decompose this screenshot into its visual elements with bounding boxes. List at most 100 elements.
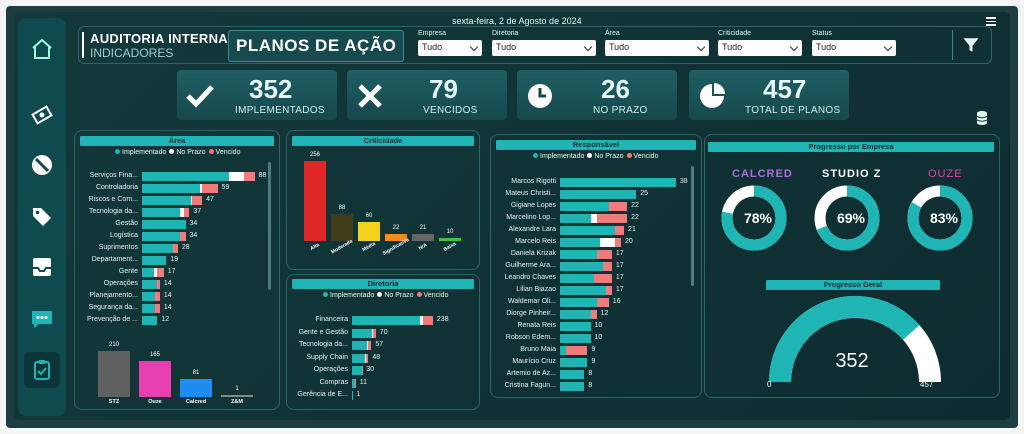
responsavel-bar-venc[interactable] xyxy=(590,310,597,319)
area-bar-impl[interactable] xyxy=(142,256,167,265)
menu-icon[interactable] xyxy=(986,17,996,26)
responsavel-bar-prazo[interactable] xyxy=(590,214,597,223)
responsavel-bar-impl[interactable] xyxy=(560,310,591,319)
criticidade-bar[interactable] xyxy=(331,213,353,241)
criticidade-bar[interactable] xyxy=(304,161,326,241)
filter-icon[interactable] xyxy=(952,30,988,60)
responsavel-bar-venc[interactable] xyxy=(614,226,625,235)
area-bar-impl[interactable] xyxy=(142,304,155,313)
responsavel-bar-impl[interactable] xyxy=(560,250,597,259)
area-bar-impl[interactable] xyxy=(142,316,158,325)
diretoria-bar-venc[interactable] xyxy=(373,328,376,338)
empresa-bar[interactable] xyxy=(221,395,253,397)
diretoria-bar-prazo[interactable] xyxy=(372,328,374,338)
filter-status[interactable]: Status Tudo xyxy=(812,30,896,56)
criticidade-bar[interactable] xyxy=(439,237,461,241)
responsavel-bar-impl[interactable] xyxy=(560,262,603,271)
area-bar-impl[interactable] xyxy=(142,184,200,193)
filter-criticidade[interactable]: Criticidade Tudo xyxy=(718,30,802,56)
responsavel-bar-venc[interactable] xyxy=(608,202,628,211)
area-bar-impl[interactable] xyxy=(142,196,191,205)
responsavel-bar-prazo[interactable] xyxy=(599,238,615,247)
area-bar-impl[interactable] xyxy=(142,244,173,253)
empresa-bar[interactable] xyxy=(139,360,171,397)
money-transfer-icon[interactable] xyxy=(28,102,56,128)
area-bar-impl[interactable] xyxy=(142,292,155,301)
empresa-bar[interactable] xyxy=(180,379,212,397)
diretoria-bar-prazo[interactable] xyxy=(367,341,368,350)
criticidade-bar[interactable] xyxy=(412,234,434,241)
responsavel-bar-venc[interactable] xyxy=(605,286,612,295)
area-bar-impl[interactable] xyxy=(142,220,186,229)
responsavel-bar-impl[interactable] xyxy=(560,226,615,235)
responsavel-bar-impl[interactable] xyxy=(560,370,585,379)
diretoria-bar-impl[interactable] xyxy=(352,378,356,388)
gauge-fill[interactable] xyxy=(769,296,920,383)
diretoria-bar-impl[interactable] xyxy=(352,328,373,338)
donut-progress-arc[interactable] xyxy=(721,185,787,251)
responsavel-bar-venc[interactable] xyxy=(602,262,612,271)
area-bar-venc[interactable] xyxy=(154,292,160,301)
responsavel-bar-impl[interactable] xyxy=(560,346,567,355)
filter-diretoria[interactable]: Diretoria Tudo xyxy=(492,30,596,56)
responsavel-bar-impl[interactable] xyxy=(560,358,588,367)
responsavel-bar-venc[interactable] xyxy=(614,238,621,247)
area-bar-prazo[interactable] xyxy=(229,172,245,181)
filter-diretoria-select[interactable]: Tudo xyxy=(492,40,596,56)
diretoria-bar-prazo[interactable] xyxy=(420,316,424,325)
filter-empresa-select[interactable]: Tudo xyxy=(418,40,482,56)
database-icon[interactable] xyxy=(976,110,988,126)
responsavel-bar-venc[interactable] xyxy=(596,214,628,223)
area-bar-venc[interactable] xyxy=(180,232,186,241)
filter-status-select[interactable]: Tudo xyxy=(812,40,896,56)
diretoria-bar-venc[interactable] xyxy=(365,353,369,363)
area-bar-venc[interactable] xyxy=(154,304,160,313)
diretoria-bar-prazo[interactable] xyxy=(364,353,366,363)
responsavel-bar-venc[interactable] xyxy=(596,298,609,307)
responsavel-bar-impl[interactable] xyxy=(560,334,591,343)
responsavel-bar-venc[interactable] xyxy=(596,250,612,259)
filter-area[interactable]: Área Tudo xyxy=(605,30,709,56)
blocked-icon[interactable] xyxy=(28,152,56,178)
responsavel-bar-venc[interactable] xyxy=(566,346,588,355)
area-bar-prazo[interactable] xyxy=(199,184,203,193)
filter-criticidade-select[interactable]: Tudo xyxy=(718,40,802,56)
area-bar-impl[interactable] xyxy=(142,232,181,241)
responsavel-bar-impl[interactable] xyxy=(560,190,637,199)
diretoria-bar-venc[interactable] xyxy=(361,366,363,375)
responsavel-bar-impl[interactable] xyxy=(560,238,600,247)
donut-progress-arc[interactable] xyxy=(814,185,880,251)
responsavel-bar-impl[interactable] xyxy=(560,298,597,307)
responsavel-bar-impl[interactable] xyxy=(560,322,591,331)
responsavel-bar-impl[interactable] xyxy=(560,214,591,223)
area-bar-venc[interactable] xyxy=(172,244,178,253)
inbox-icon[interactable] xyxy=(28,254,56,280)
area-bar-venc[interactable] xyxy=(191,196,203,205)
criticidade-bar[interactable] xyxy=(358,222,380,241)
tags-icon[interactable] xyxy=(28,204,56,230)
responsavel-bar-impl[interactable] xyxy=(560,202,609,211)
donut-progress-arc[interactable] xyxy=(907,185,973,251)
home-icon[interactable] xyxy=(28,36,56,62)
area-bar-venc[interactable] xyxy=(157,268,164,277)
responsavel-bar-impl[interactable] xyxy=(560,178,676,187)
criticidade-bar[interactable] xyxy=(385,234,407,241)
area-scrollbar[interactable] xyxy=(268,162,271,290)
area-bar-venc[interactable] xyxy=(244,172,255,181)
responsavel-scrollbar[interactable] xyxy=(691,166,694,286)
diretoria-bar-venc[interactable] xyxy=(367,341,372,350)
area-bar-prazo[interactable] xyxy=(153,268,158,277)
area-bar-prazo[interactable] xyxy=(190,196,192,205)
action-plans-icon[interactable] xyxy=(24,352,60,388)
diretoria-bar-venc[interactable] xyxy=(423,316,433,325)
diretoria-bar-impl[interactable] xyxy=(352,341,368,350)
area-bar-impl[interactable] xyxy=(142,268,154,277)
responsavel-bar-impl[interactable] xyxy=(560,274,594,283)
area-bar-venc[interactable] xyxy=(184,208,190,217)
diretoria-bar-impl[interactable] xyxy=(352,316,420,325)
area-bar-venc[interactable] xyxy=(157,280,160,289)
empresa-bar[interactable] xyxy=(98,351,130,397)
diretoria-bar-impl[interactable] xyxy=(352,353,365,363)
responsavel-bar-impl[interactable] xyxy=(560,382,585,391)
responsavel-bar-venc[interactable] xyxy=(593,274,612,283)
